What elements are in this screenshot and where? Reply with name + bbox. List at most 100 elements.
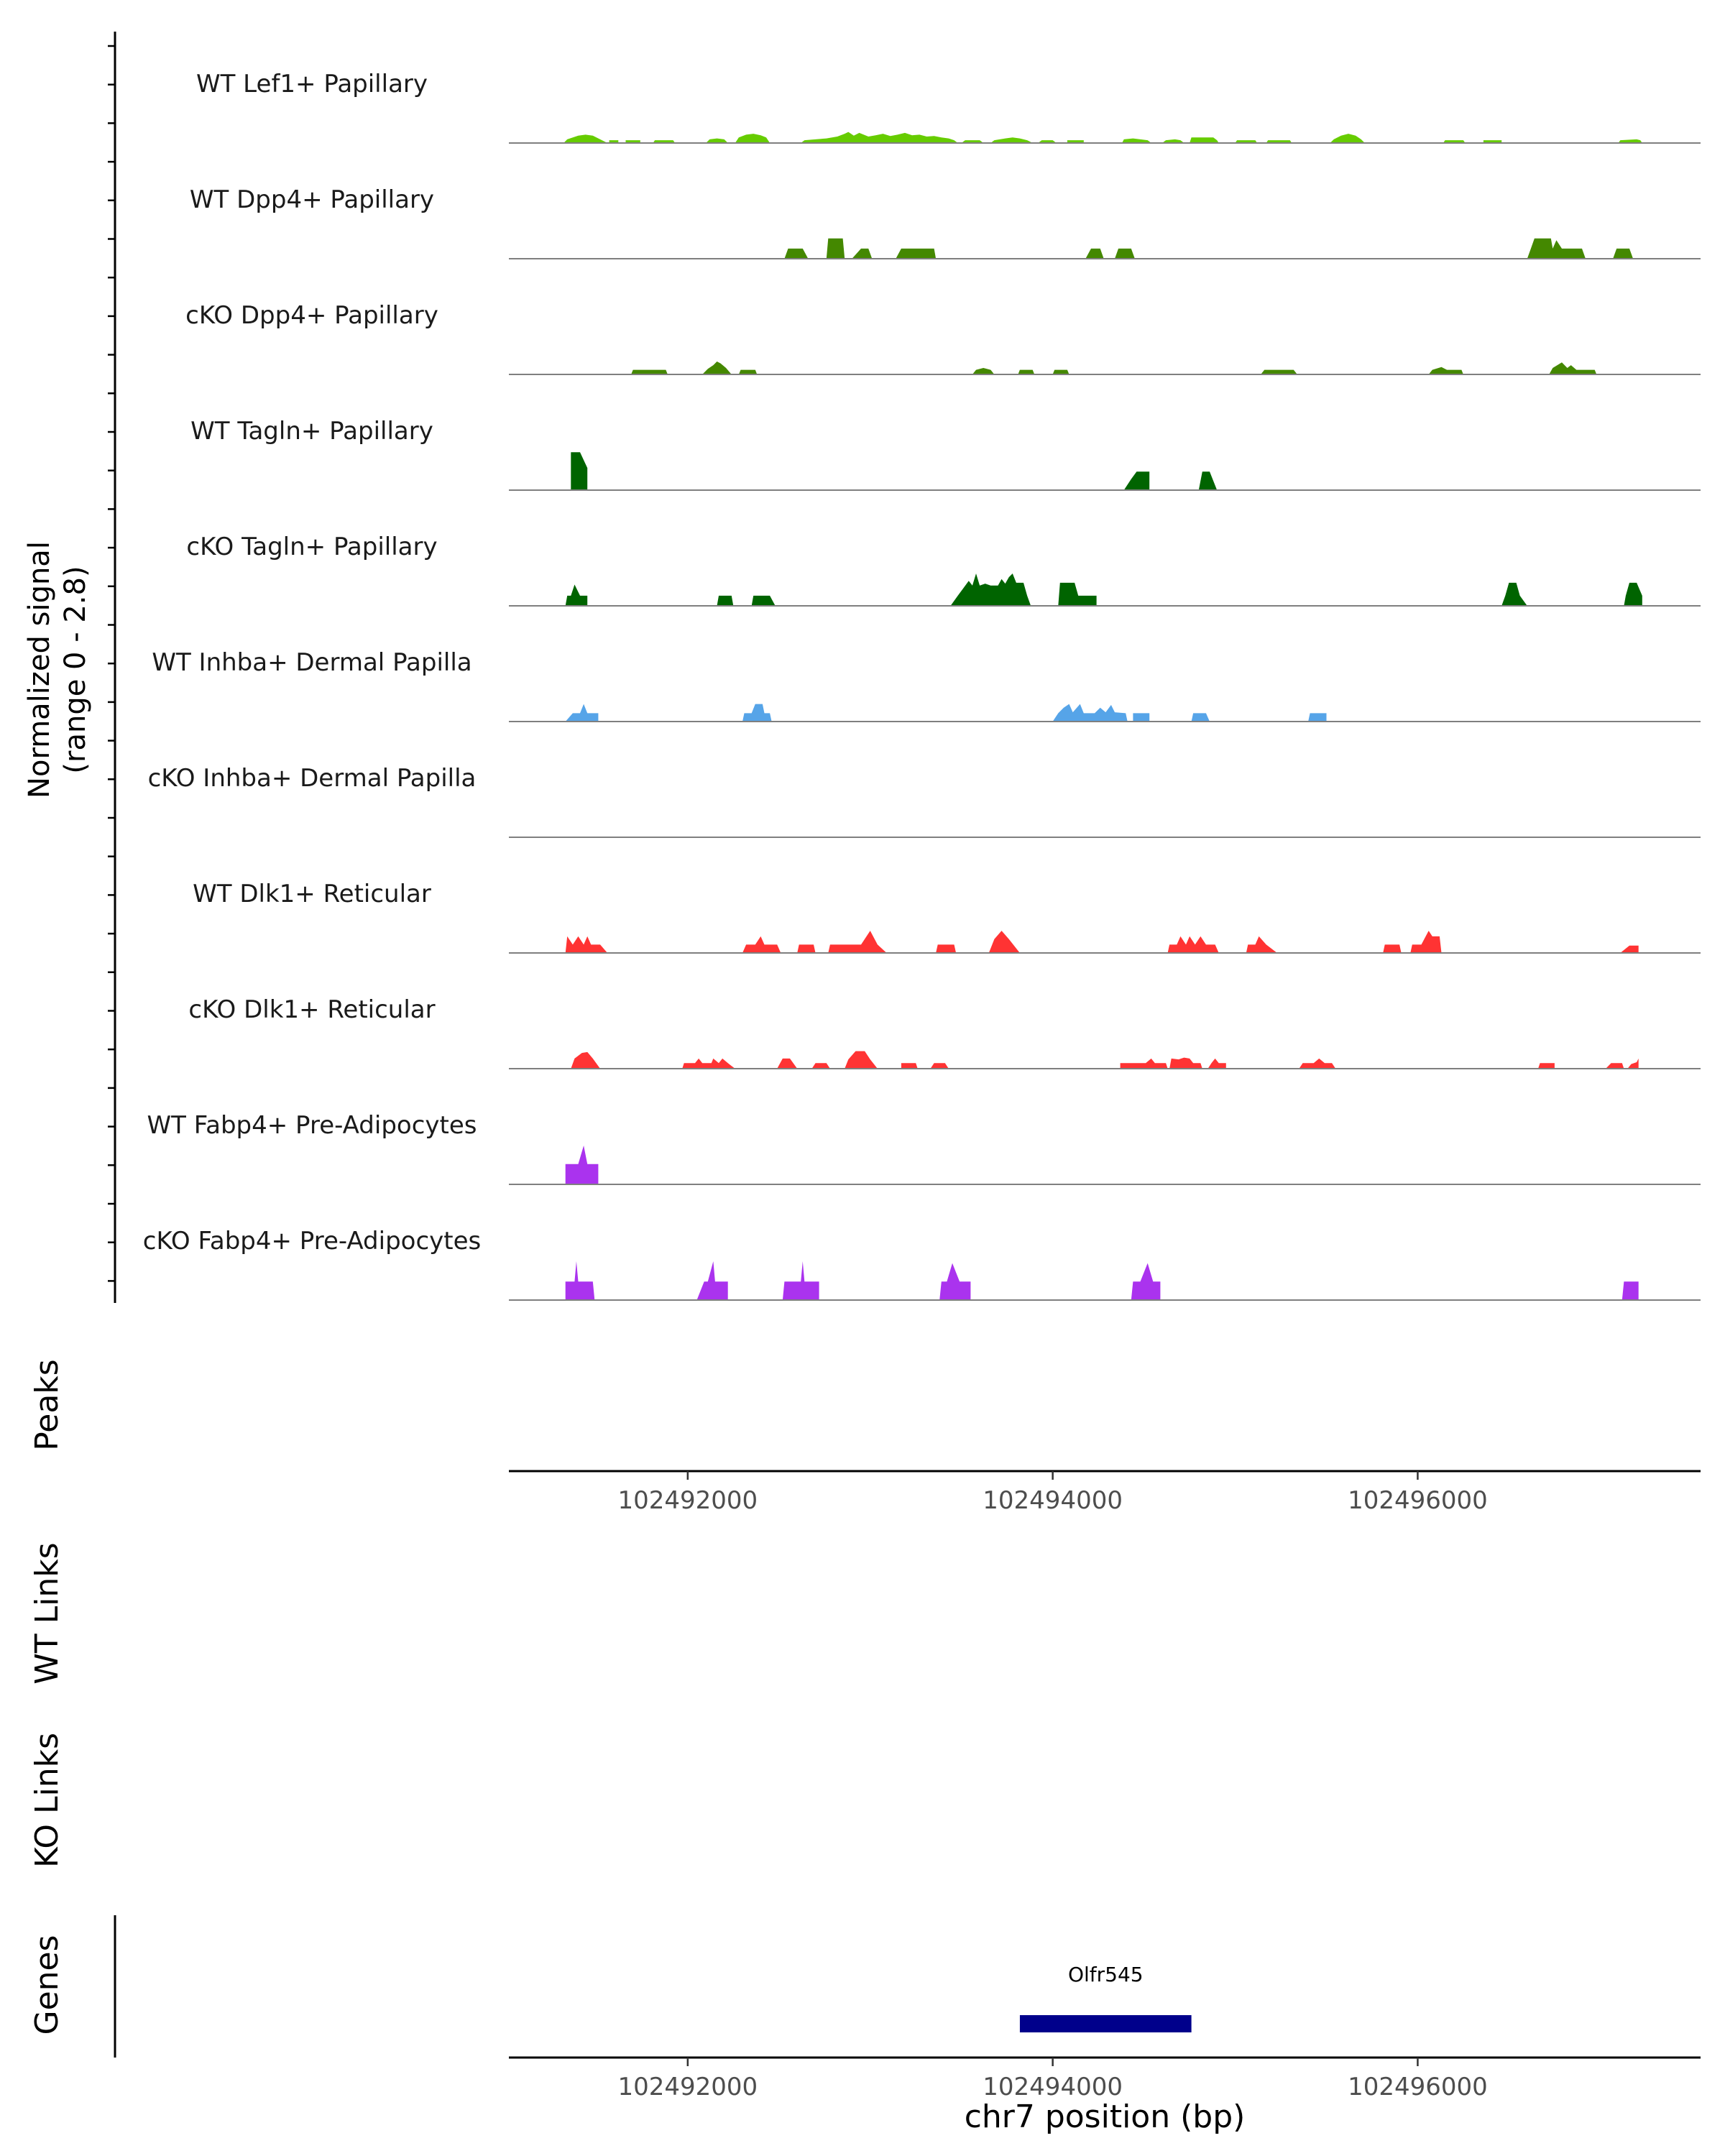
track-label: cKO Dlk1+ Reticular xyxy=(188,995,435,1024)
track-label: cKO Fabp4+ Pre-Adipocytes xyxy=(143,1227,482,1256)
track-label: WT Inhba+ Dermal Papilla xyxy=(152,648,472,677)
signal-peak xyxy=(738,369,758,374)
signal-peak xyxy=(717,595,734,606)
signal-peak xyxy=(696,1261,728,1300)
signal-peak xyxy=(1627,1058,1639,1069)
signal-peak xyxy=(565,936,608,953)
signal-peak xyxy=(784,248,809,259)
signal-peak xyxy=(777,1058,798,1069)
track-label: cKO Tagln+ Papillary xyxy=(186,533,437,561)
signal-peak xyxy=(1198,471,1218,490)
signal-peak xyxy=(972,368,995,374)
signal-peak xyxy=(631,369,668,374)
track: WT Lef1+ Papillary xyxy=(196,70,1701,144)
signal-peak xyxy=(1261,369,1297,374)
gene-annotations: Olfr545 xyxy=(1019,1963,1192,2032)
x-tick-label: 102494000 xyxy=(983,1486,1123,1515)
x-tick-label: 102496000 xyxy=(1348,1486,1488,1515)
signal-peak xyxy=(936,944,957,953)
track: cKO Inhba+ Dermal Papilla xyxy=(148,764,1701,838)
genes-x-axis-ticks: 102492000 102494000 102496000 xyxy=(617,2058,1488,2101)
signal-peak xyxy=(801,132,958,143)
signal-peak xyxy=(682,1058,735,1069)
track-label: WT Fabp4+ Pre-Adipocytes xyxy=(147,1111,477,1140)
y-axis-label-line1: Normalized signal xyxy=(23,541,56,798)
signal-peak xyxy=(1410,931,1442,953)
signal-peak xyxy=(1620,945,1639,953)
signal-peak xyxy=(797,944,816,953)
signal-peak xyxy=(1190,137,1219,143)
x-tick-label: 102492000 xyxy=(617,1486,758,1515)
ko-links-panel-label: KO Links xyxy=(29,1733,65,1868)
track: WT Inhba+ Dermal Papilla xyxy=(152,648,1701,722)
signal-peak xyxy=(1624,582,1642,606)
signal-peak xyxy=(950,573,1031,606)
y-axis-label-line2: (range 0 - 2.8) xyxy=(59,566,92,773)
signal-peak xyxy=(1191,713,1210,722)
signal-peak xyxy=(564,134,608,143)
signal-peak xyxy=(742,936,781,953)
signal-peak xyxy=(706,138,728,143)
signal-peak xyxy=(826,238,845,259)
signal-peak xyxy=(1120,1058,1168,1069)
signal-peak xyxy=(751,595,776,606)
signal-peak xyxy=(1246,936,1277,953)
signal-peak xyxy=(1058,582,1097,606)
signal-peak xyxy=(565,1261,595,1300)
signal-peak xyxy=(1527,238,1586,259)
signal-peak xyxy=(1123,471,1150,490)
signal-peak xyxy=(1549,362,1597,374)
x-tick-label: 102494000 xyxy=(983,2073,1123,2101)
gene-label: Olfr545 xyxy=(1068,1963,1144,1986)
signal-peak xyxy=(1169,1057,1202,1069)
x-tick-label: 102492000 xyxy=(617,2073,758,2101)
signal-peak xyxy=(1115,248,1135,259)
signal-peak xyxy=(1606,1063,1624,1069)
signal-peak xyxy=(1052,369,1070,374)
signal-peak xyxy=(930,1063,949,1069)
track: WT Dpp4+ Papillary xyxy=(190,185,1701,259)
track: WT Dlk1+ Reticular xyxy=(193,880,1701,954)
signal-peak xyxy=(1428,367,1463,374)
signal-peak xyxy=(1538,1063,1555,1069)
track-label: cKO Inhba+ Dermal Papilla xyxy=(148,764,477,793)
x-tick-label: 102496000 xyxy=(1348,2073,1488,2101)
track-label: WT Dlk1+ Reticular xyxy=(193,880,431,908)
track: cKO Dlk1+ Reticular xyxy=(188,995,1701,1069)
signal-peak xyxy=(1308,713,1327,722)
signal-peak xyxy=(939,1263,971,1300)
track-label: cKO Dpp4+ Papillary xyxy=(185,301,438,330)
signal-peak xyxy=(1501,582,1527,606)
genes-panel-label: Genes xyxy=(29,1935,65,2035)
signal-peak xyxy=(1383,944,1402,953)
signal-peak xyxy=(1162,139,1184,143)
signal-peak xyxy=(571,452,588,490)
signal-peak xyxy=(896,248,937,259)
signal-peak xyxy=(565,1146,599,1184)
signal-peak xyxy=(565,704,599,722)
signal-peak xyxy=(1299,1058,1336,1069)
signal-peak xyxy=(1085,248,1104,259)
coverage-y-axis xyxy=(108,32,116,1303)
signal-peak xyxy=(1018,369,1035,374)
signal-peak xyxy=(571,1051,600,1069)
track-label: WT Dpp4+ Papillary xyxy=(190,185,434,214)
track-label: WT Lef1+ Papillary xyxy=(196,70,428,98)
signal-peak xyxy=(1131,1263,1161,1300)
signal-peak xyxy=(1613,248,1634,259)
signal-peak xyxy=(1208,1058,1226,1069)
peaks-x-axis-ticks: 102492000 102494000 102496000 xyxy=(617,1471,1488,1515)
coverage-tracks: WT Lef1+ Papillary WT Dpp4+ Papillary cKO … xyxy=(143,70,1701,1301)
track: cKO Tagln+ Papillary xyxy=(186,533,1701,607)
signal-peak xyxy=(1622,1281,1639,1300)
signal-peak xyxy=(811,1063,830,1069)
signal-peak xyxy=(742,704,772,722)
signal-peak xyxy=(1618,139,1642,143)
signal-peak xyxy=(988,931,1020,953)
signal-peak xyxy=(852,248,873,259)
signal-peak xyxy=(1052,704,1128,722)
track: cKO Dpp4+ Papillary xyxy=(185,301,1701,375)
track: WT Tagln+ Papillary xyxy=(190,417,1701,491)
